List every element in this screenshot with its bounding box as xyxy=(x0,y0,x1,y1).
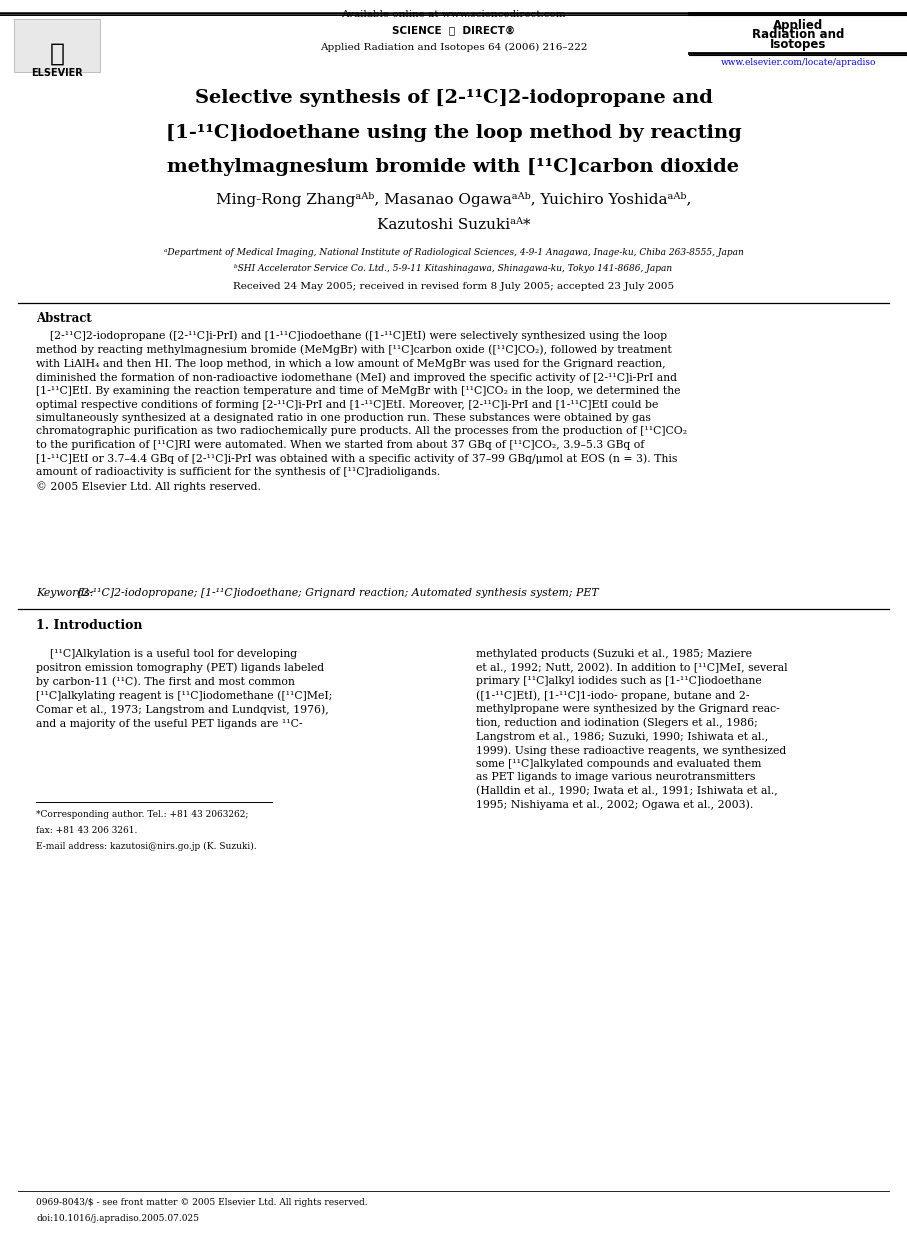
Text: Radiation and: Radiation and xyxy=(752,28,844,42)
Text: ᵇSHI Accelerator Service Co. Ltd., 5-9-11 Kitashinagawa, Shinagawa-ku, Tokyo 141: ᵇSHI Accelerator Service Co. Ltd., 5-9-1… xyxy=(234,264,673,272)
Text: Abstract: Abstract xyxy=(36,312,92,326)
Text: *Corresponding author. Tel.: +81 43 2063262;: *Corresponding author. Tel.: +81 43 2063… xyxy=(36,810,249,818)
Text: methylated products (Suzuki et al., 1985; Maziere
et al., 1992; Nutt, 2002). In : methylated products (Suzuki et al., 1985… xyxy=(476,649,788,811)
Text: 🌲: 🌲 xyxy=(50,42,64,66)
Text: [2-¹¹C]2-iodopropane; [1-¹¹C]iodoethane; Grignard reaction; Automated synthesis : [2-¹¹C]2-iodopropane; [1-¹¹C]iodoethane;… xyxy=(36,588,599,598)
Text: Kazutoshi Suzukiᵃᴬ*: Kazutoshi Suzukiᵃᴬ* xyxy=(376,218,531,232)
Text: ᵃDepartment of Medical Imaging, National Institute of Radiological Sciences, 4-9: ᵃDepartment of Medical Imaging, National… xyxy=(163,248,744,256)
Text: Applied: Applied xyxy=(773,19,824,32)
Text: Selective synthesis of [2-¹¹C]2-iodopropane and: Selective synthesis of [2-¹¹C]2-iodoprop… xyxy=(195,89,712,108)
Text: 1. Introduction: 1. Introduction xyxy=(36,619,142,633)
Text: methylmagnesium bromide with [¹¹C]carbon dioxide: methylmagnesium bromide with [¹¹C]carbon… xyxy=(168,158,739,177)
Text: Applied Radiation and Isotopes 64 (2006) 216–222: Applied Radiation and Isotopes 64 (2006)… xyxy=(320,43,587,52)
Text: www.elsevier.com/locate/apradiso: www.elsevier.com/locate/apradiso xyxy=(720,58,876,67)
Text: Available online at www.sciencedirect.com: Available online at www.sciencedirect.co… xyxy=(341,10,566,19)
Text: Received 24 May 2005; received in revised form 8 July 2005; accepted 23 July 200: Received 24 May 2005; received in revise… xyxy=(233,282,674,291)
Text: Ming-Rong Zhangᵃᴬᵇ, Masanao Ogawaᵃᴬᵇ, Yuichiro Yoshidaᵃᴬᵇ,: Ming-Rong Zhangᵃᴬᵇ, Masanao Ogawaᵃᴬᵇ, Yu… xyxy=(216,192,691,207)
Text: [1-¹¹C]iodoethane using the loop method by reacting: [1-¹¹C]iodoethane using the loop method … xyxy=(166,124,741,142)
Text: 0969-8043/$ - see front matter © 2005 Elsevier Ltd. All rights reserved.: 0969-8043/$ - see front matter © 2005 El… xyxy=(36,1198,368,1207)
Text: fax: +81 43 206 3261.: fax: +81 43 206 3261. xyxy=(36,826,138,834)
Text: [¹¹C]Alkylation is a useful tool for developing
positron emission tomography (PE: [¹¹C]Alkylation is a useful tool for dev… xyxy=(36,649,333,729)
Text: ELSEVIER: ELSEVIER xyxy=(31,68,83,78)
Text: Keywords:: Keywords: xyxy=(36,588,97,598)
Text: [2-¹¹C]2-iodopropane ([2-¹¹C]i-PrI) and [1-¹¹C]iodoethane ([1-¹¹C]EtI) were sele: [2-¹¹C]2-iodopropane ([2-¹¹C]i-PrI) and … xyxy=(36,331,688,491)
Text: E-mail address: kazutosi@nirs.go.jp (K. Suzuki).: E-mail address: kazutosi@nirs.go.jp (K. … xyxy=(36,842,257,851)
FancyBboxPatch shape xyxy=(14,19,100,72)
Text: doi:10.1016/j.apradiso.2005.07.025: doi:10.1016/j.apradiso.2005.07.025 xyxy=(36,1214,200,1223)
Text: SCIENCE  ⓓ  DIRECT®: SCIENCE ⓓ DIRECT® xyxy=(392,25,515,35)
Text: Isotopes: Isotopes xyxy=(770,38,826,52)
